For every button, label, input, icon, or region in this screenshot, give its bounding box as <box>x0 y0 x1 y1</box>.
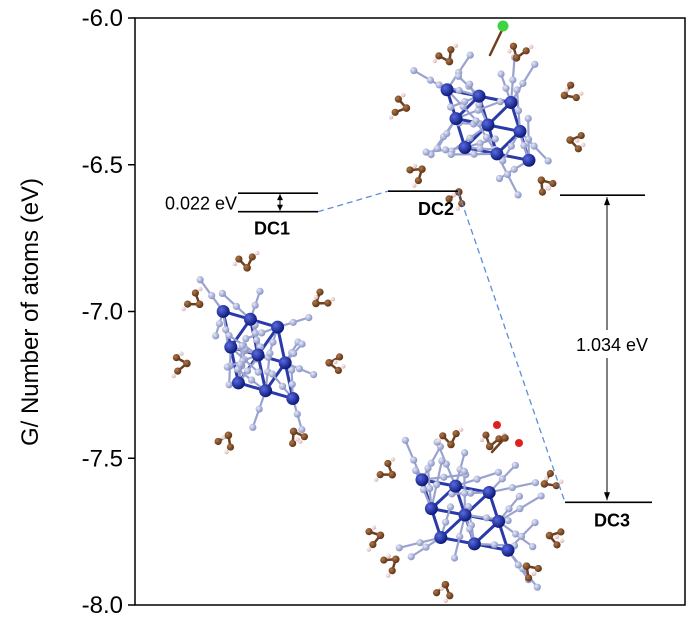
level-label-dc1: DC1 <box>254 219 290 239</box>
y-tick-label: -8.0 <box>82 592 123 619</box>
y-tick-label: -7.0 <box>82 299 123 326</box>
level-label-dc3: DC3 <box>594 510 630 530</box>
gap-arrowhead-up <box>277 194 283 201</box>
y-axis-title: G/ Number of atoms (eV) <box>17 178 44 446</box>
gap-label-background <box>560 330 660 358</box>
y-tick-label: -7.5 <box>82 445 123 472</box>
gap-arrowhead-up <box>604 197 610 206</box>
connector-dc1-dc2 <box>317 190 389 213</box>
gap-arrowhead-down <box>604 492 610 501</box>
dc1-cluster-structure-image <box>171 250 346 455</box>
dc3-cluster-structure-image <box>365 421 565 603</box>
gap-label-dc1-dc2: 0.022 eV <box>165 193 237 213</box>
y-tick-label: -6.0 <box>82 5 123 32</box>
y-tick-label: -6.5 <box>82 152 123 179</box>
level-label-dc2: DC2 <box>418 199 454 219</box>
gap-arrowhead-down <box>277 204 283 211</box>
y-axis: -6.0 -6.5 -7.0 -7.5 -8.0 <box>82 5 135 619</box>
connector-dc2-dc3 <box>457 190 566 503</box>
gap-label-dc2-dc3: 1.034 eV <box>576 335 648 355</box>
dc2-cluster-structure-image <box>388 20 586 211</box>
